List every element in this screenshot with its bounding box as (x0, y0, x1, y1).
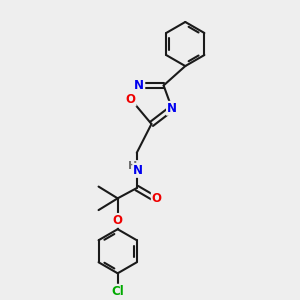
Text: N: N (133, 164, 143, 177)
Text: N: N (134, 79, 144, 92)
Text: N: N (167, 102, 177, 115)
Text: H: H (128, 161, 138, 171)
Text: O: O (113, 214, 123, 227)
Text: O: O (126, 93, 136, 106)
Text: Cl: Cl (111, 285, 124, 298)
Text: O: O (152, 192, 162, 205)
